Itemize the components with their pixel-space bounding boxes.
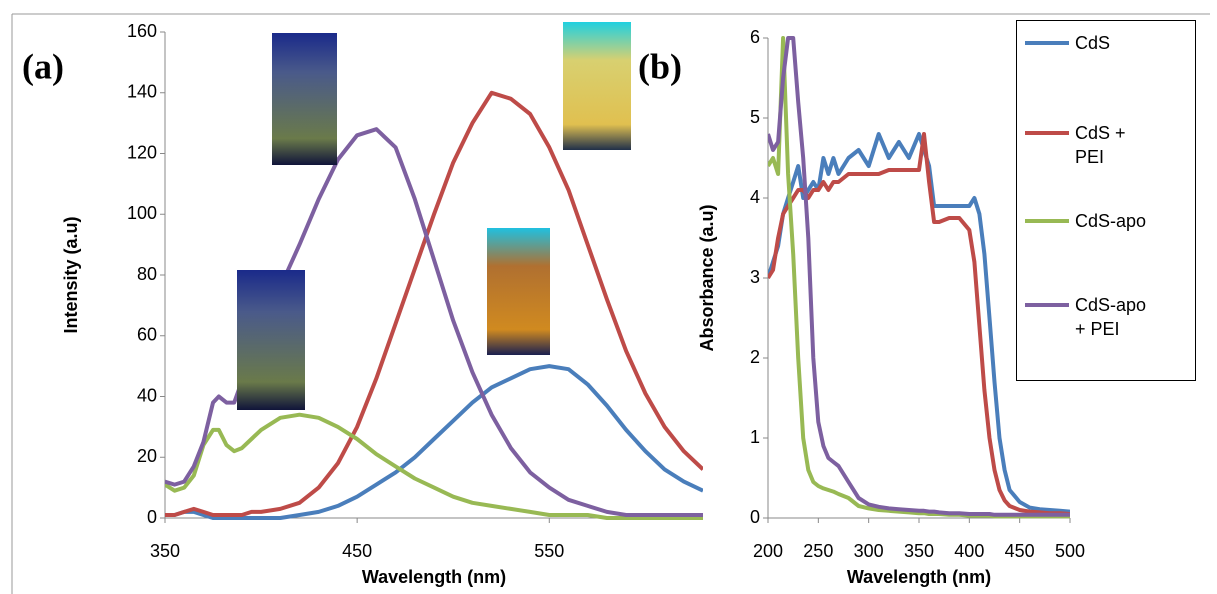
y-axis-title: Intensity (a.u): [61, 216, 81, 333]
legend-item: CdS-apo + PEI: [1025, 293, 1153, 341]
x-tick-label: 450: [342, 541, 372, 561]
y-tick-label: 0: [750, 507, 760, 527]
x-tick-label: 450: [1005, 541, 1035, 561]
y-tick-label: 40: [137, 385, 157, 405]
legend-swatch: [1025, 41, 1069, 45]
x-axis-title: Wavelength (nm): [847, 567, 991, 587]
y-axis-title: Absorbance (a.u): [697, 204, 717, 351]
y-tick-label: 5: [750, 107, 760, 127]
vial-photo: [272, 33, 337, 165]
y-tick-label: 140: [127, 82, 157, 102]
x-tick-label: 350: [904, 541, 934, 561]
x-tick-label: 400: [954, 541, 984, 561]
x-tick-label: 300: [854, 541, 884, 561]
series-line: [165, 127, 703, 517]
x-tick-label: 250: [803, 541, 833, 561]
legend-label: CdS-apo + PEI: [1075, 295, 1147, 339]
y-tick-label: 6: [750, 27, 760, 47]
legend-item: CdS-apo: [1025, 209, 1153, 233]
legend-swatch: [1025, 219, 1069, 223]
y-tick-label: 2: [750, 347, 760, 367]
y-tick-label: 0: [147, 507, 157, 527]
y-tick-label: 3: [750, 267, 760, 287]
y-tick-label: 120: [127, 142, 157, 162]
y-tick-label: 20: [137, 446, 157, 466]
legend-item: CdS: [1025, 31, 1153, 55]
legend-swatch: [1025, 131, 1069, 135]
x-tick-label: 550: [534, 541, 564, 561]
vial-photo: [487, 228, 550, 355]
panel-label: (a): [22, 46, 64, 86]
series-line: [165, 90, 703, 517]
x-tick-label: 500: [1055, 541, 1085, 561]
y-tick-label: 60: [137, 325, 157, 345]
series-line: [165, 364, 703, 520]
legend-label: CdS-apo: [1075, 211, 1147, 231]
y-tick-label: 160: [127, 21, 157, 41]
vial-photo: [237, 270, 305, 410]
x-tick-label: 350: [150, 541, 180, 561]
vial-photo: [563, 22, 631, 150]
legend-label: CdS: [1075, 33, 1111, 53]
x-tick-label: 200: [753, 541, 783, 561]
panel-label: (b): [638, 46, 682, 86]
y-tick-label: 4: [750, 187, 760, 207]
y-tick-label: 1: [750, 427, 760, 447]
legend-item: CdS + PEI: [1025, 121, 1153, 169]
series-line: [165, 412, 703, 520]
x-axis-title: Wavelength (nm): [362, 567, 506, 587]
y-tick-label: 100: [127, 203, 157, 223]
legend-label: CdS + PEI: [1075, 123, 1126, 167]
legend: CdS CdS + PEI CdS-apo CdS-apo + PEI: [1016, 20, 1196, 381]
legend-swatch: [1025, 303, 1069, 307]
y-tick-label: 80: [137, 264, 157, 284]
series-line: [768, 36, 1070, 517]
